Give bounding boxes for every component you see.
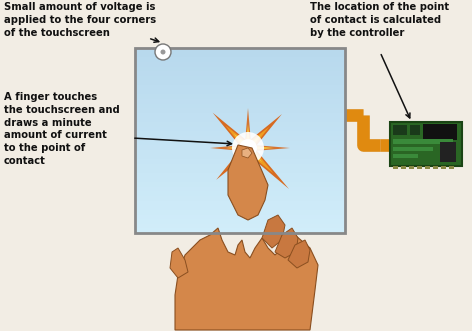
Bar xyxy=(135,154,345,159)
Bar xyxy=(135,164,345,168)
Bar xyxy=(135,177,345,182)
Bar xyxy=(449,166,454,169)
Bar xyxy=(135,205,345,210)
Bar xyxy=(433,166,438,169)
Bar xyxy=(423,124,457,140)
Polygon shape xyxy=(262,215,285,248)
Bar xyxy=(135,173,345,177)
Polygon shape xyxy=(216,144,252,180)
Bar xyxy=(135,53,345,57)
Polygon shape xyxy=(245,124,251,148)
Bar xyxy=(393,147,433,151)
Circle shape xyxy=(239,139,257,157)
Polygon shape xyxy=(170,248,188,278)
Bar xyxy=(135,136,345,140)
Bar xyxy=(135,71,345,76)
Bar xyxy=(135,168,345,173)
Bar xyxy=(393,139,453,144)
Polygon shape xyxy=(236,146,250,159)
Bar xyxy=(135,140,345,145)
Bar xyxy=(135,228,345,233)
Bar xyxy=(135,113,345,118)
Polygon shape xyxy=(242,148,252,158)
Bar xyxy=(135,108,345,113)
Bar xyxy=(441,166,446,169)
Polygon shape xyxy=(245,148,251,174)
Bar xyxy=(401,166,406,169)
Bar xyxy=(135,127,345,131)
Text: Small amount of voltage is
applied to the four corners
of the touchscreen: Small amount of voltage is applied to th… xyxy=(4,2,156,38)
Bar xyxy=(135,219,345,224)
Circle shape xyxy=(232,132,264,164)
Circle shape xyxy=(160,50,166,55)
Polygon shape xyxy=(248,145,290,152)
Bar xyxy=(135,196,345,201)
Circle shape xyxy=(155,44,171,60)
Bar xyxy=(440,142,456,162)
Bar xyxy=(135,191,345,196)
Bar xyxy=(409,166,414,169)
Polygon shape xyxy=(244,144,289,189)
Bar xyxy=(135,201,345,205)
Bar xyxy=(135,182,345,187)
Polygon shape xyxy=(245,127,269,151)
Bar xyxy=(393,154,418,158)
Bar xyxy=(135,118,345,122)
Bar xyxy=(135,76,345,80)
Polygon shape xyxy=(228,145,251,168)
Bar xyxy=(135,67,345,71)
Polygon shape xyxy=(246,135,261,150)
Bar xyxy=(135,57,345,62)
Polygon shape xyxy=(225,125,251,151)
Polygon shape xyxy=(234,134,250,150)
Bar xyxy=(135,90,345,94)
Bar xyxy=(135,62,345,67)
Polygon shape xyxy=(244,114,282,152)
Polygon shape xyxy=(248,146,274,151)
Bar xyxy=(135,85,345,90)
Bar xyxy=(135,159,345,164)
Bar xyxy=(135,122,345,127)
Bar xyxy=(410,125,420,135)
Bar xyxy=(135,104,345,108)
Polygon shape xyxy=(226,146,248,151)
Bar xyxy=(425,166,430,169)
Bar xyxy=(135,224,345,228)
Bar xyxy=(390,122,462,166)
Polygon shape xyxy=(246,146,262,162)
Polygon shape xyxy=(210,145,248,152)
Bar xyxy=(135,80,345,85)
Bar xyxy=(135,131,345,136)
Bar xyxy=(135,48,345,53)
Bar xyxy=(135,187,345,191)
Bar xyxy=(135,99,345,104)
Polygon shape xyxy=(175,228,318,330)
Polygon shape xyxy=(244,148,252,190)
Bar xyxy=(417,166,422,169)
Bar xyxy=(135,145,345,150)
Polygon shape xyxy=(275,228,298,258)
Bar xyxy=(135,210,345,214)
Polygon shape xyxy=(288,240,310,268)
Bar xyxy=(393,166,398,169)
Polygon shape xyxy=(244,108,252,148)
Bar xyxy=(135,150,345,154)
Text: A finger touches
the touchscreen and
draws a minute
amount of current
to the poi: A finger touches the touchscreen and dra… xyxy=(4,92,120,166)
Bar xyxy=(135,48,345,233)
Polygon shape xyxy=(228,145,268,220)
Bar xyxy=(135,214,345,219)
Text: The location of the point
of contact is calculated
by the controller: The location of the point of contact is … xyxy=(310,2,449,38)
Bar xyxy=(393,125,407,135)
Bar xyxy=(135,94,345,99)
Polygon shape xyxy=(245,145,273,173)
Polygon shape xyxy=(213,113,252,152)
